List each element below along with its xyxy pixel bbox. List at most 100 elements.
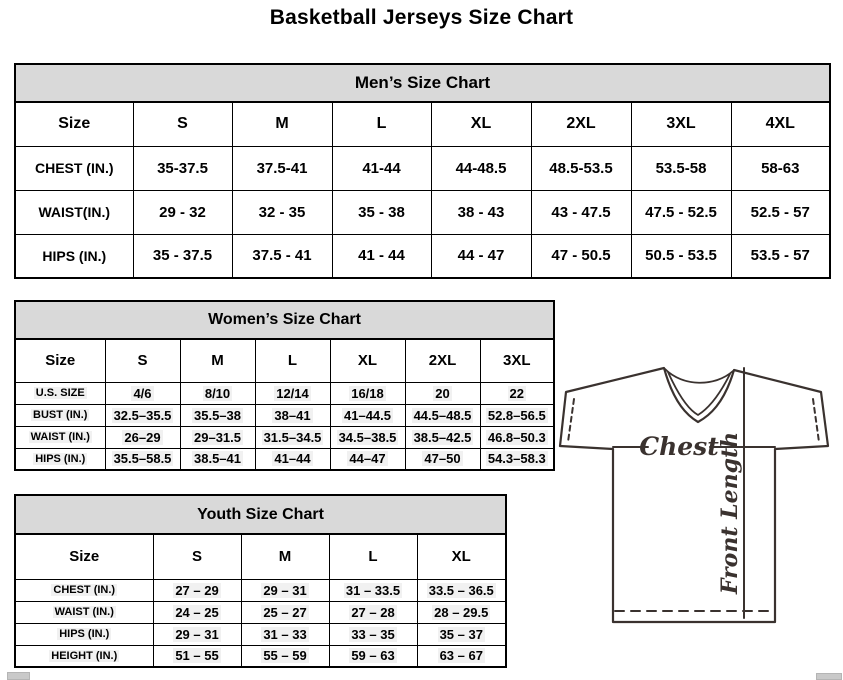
collar-inner-v	[667, 371, 731, 416]
row-label: BUST (IN.)	[14, 403, 106, 427]
row-label-text: CHEST (IN.)	[51, 584, 118, 596]
jersey-outline	[558, 366, 830, 624]
table-cell: 29–31.5	[179, 425, 256, 449]
row-label-text: HIPS (IN.)	[57, 628, 112, 640]
cell-text: 27 – 28	[349, 604, 397, 620]
table-row: CHEST (IN.) 35-37.5 37.5-41 41-44 44-48.…	[14, 145, 831, 191]
table-cell: 47–50	[404, 447, 481, 471]
table-cell: 38.5–42.5	[404, 425, 481, 449]
cell-text: 16/18	[349, 385, 386, 401]
table-cell: 35 - 37.5	[132, 233, 233, 279]
table-cell: 41-44	[331, 145, 432, 191]
column-header: M	[231, 101, 333, 147]
row-label-text: HEIGHT (IN.)	[49, 649, 120, 662]
column-header: 2XL	[404, 338, 481, 383]
table-cell: 27 – 28	[328, 600, 418, 624]
table-row: WAIST(IN.) 29 - 32 32 - 35 35 - 38 38 - …	[14, 189, 831, 235]
cell-text: 63 – 67	[437, 648, 485, 664]
cell-text: 4/6	[131, 385, 154, 401]
column-header: XL	[329, 338, 406, 383]
table-cell: 35 - 38	[331, 189, 432, 235]
column-header: XL	[430, 101, 532, 147]
column-header: S	[132, 101, 233, 147]
cell-text: 20	[433, 385, 452, 401]
cell-text: 35.5–58.5	[111, 451, 174, 467]
row-label-text: WAIST (IN.)	[28, 431, 92, 443]
table-cell: 34.5–38.5	[329, 425, 406, 449]
table-cell: 29 – 31	[240, 578, 330, 602]
left-cuff-dashed-line	[567, 398, 575, 443]
table-cell: 37.5 - 41	[231, 233, 333, 279]
table-cell: 24 – 25	[152, 600, 242, 624]
table-cell: 27 – 29	[152, 578, 242, 602]
table-cell: 35 – 37	[416, 622, 507, 646]
table-cell: 44-48.5	[430, 145, 532, 191]
cell-text: 12/14	[274, 385, 311, 401]
table-cell: 35.5–58.5	[104, 447, 181, 471]
table-row: HIPS (IN.) 29 – 31 31 – 33 33 – 35 35 – …	[14, 622, 507, 646]
column-header: 4XL	[730, 101, 831, 147]
row-label: HIPS (IN.)	[14, 447, 106, 471]
cell-text: 38.5–42.5	[411, 429, 474, 445]
table-cell: 38.5–41	[179, 447, 256, 471]
table-cell: 16/18	[329, 381, 406, 405]
collar-arc-icon	[664, 368, 734, 384]
cell-text: 41–44.5	[342, 407, 393, 423]
cell-text: 55 – 59	[261, 648, 309, 664]
jersey-measurement-diagram: Chest Front Length	[558, 366, 830, 624]
table-cell: 35.5–38	[179, 403, 256, 427]
table-cell: 32 - 35	[231, 189, 333, 235]
table-cell: 37.5-41	[231, 145, 333, 191]
row-label: HIPS (IN.)	[14, 233, 134, 279]
row-label-text: U.S. SIZE	[33, 387, 87, 399]
table-cell: 41 - 44	[331, 233, 432, 279]
table-cell: 35-37.5	[132, 145, 233, 191]
table-cell: 53.5-58	[630, 145, 732, 191]
cell-text: 47–50	[422, 451, 463, 467]
column-header: 2XL	[530, 101, 632, 147]
column-header: XL	[416, 533, 507, 580]
cell-text: 51 – 55	[173, 648, 221, 664]
table-cell: 55 – 59	[240, 644, 330, 668]
table-cell: 38 - 43	[430, 189, 532, 235]
table-cell: 32.5–35.5	[104, 403, 181, 427]
cell-text: 32.5–35.5	[111, 407, 174, 423]
cell-text: 8/10	[202, 385, 233, 401]
cell-text: 54.3–58.3	[485, 451, 548, 467]
table-row: CHEST (IN.) 27 – 29 29 – 31 31 – 33.5 33…	[14, 578, 507, 602]
column-header: 3XL	[479, 338, 555, 383]
table-cell: 53.5 - 57	[730, 233, 831, 279]
row-label: WAIST(IN.)	[14, 189, 134, 235]
cell-text: 27 – 29	[173, 582, 221, 598]
row-label: HIPS (IN.)	[14, 622, 154, 646]
table-row: HIPS (IN.) 35.5–58.5 38.5–41 41–44 44–47…	[14, 447, 555, 471]
table-cell: 58-63	[730, 145, 831, 191]
column-header: Size	[14, 533, 154, 580]
womens-size-table: Women’s Size Chart Size S M L XL 2XL 3XL…	[14, 300, 556, 471]
cell-text: 29 – 31	[261, 582, 309, 598]
table-cell: 33 – 35	[328, 622, 418, 646]
column-header: L	[331, 101, 432, 147]
table-cell: 8/10	[179, 381, 256, 405]
row-label: CHEST (IN.)	[14, 578, 154, 602]
table-cell: 22	[479, 381, 555, 405]
cell-text: 41–44	[272, 451, 313, 467]
page-title: Basketball Jerseys Size Chart	[269, 6, 574, 29]
cell-text: 31 – 33.5	[343, 582, 403, 598]
row-label: CHEST (IN.)	[14, 145, 134, 191]
column-header: Size	[14, 338, 106, 383]
column-header: 3XL	[630, 101, 732, 147]
right-cuff-dashed-line	[812, 398, 820, 443]
cell-text: 34.5–38.5	[336, 429, 399, 445]
table-cell: 44 - 47	[430, 233, 532, 279]
table-cell: 41–44.5	[329, 403, 406, 427]
table-cell: 31 – 33.5	[328, 578, 418, 602]
table-cell: 52.5 - 57	[730, 189, 831, 235]
table-cell: 29 - 32	[132, 189, 233, 235]
table-title: Men’s Size Chart	[14, 63, 831, 103]
column-header: Size	[14, 101, 134, 147]
column-header: L	[328, 533, 418, 580]
cell-text: 44–47	[347, 451, 388, 467]
table-cell: 31.5–34.5	[254, 425, 331, 449]
cell-text: 31 – 33	[261, 626, 309, 642]
